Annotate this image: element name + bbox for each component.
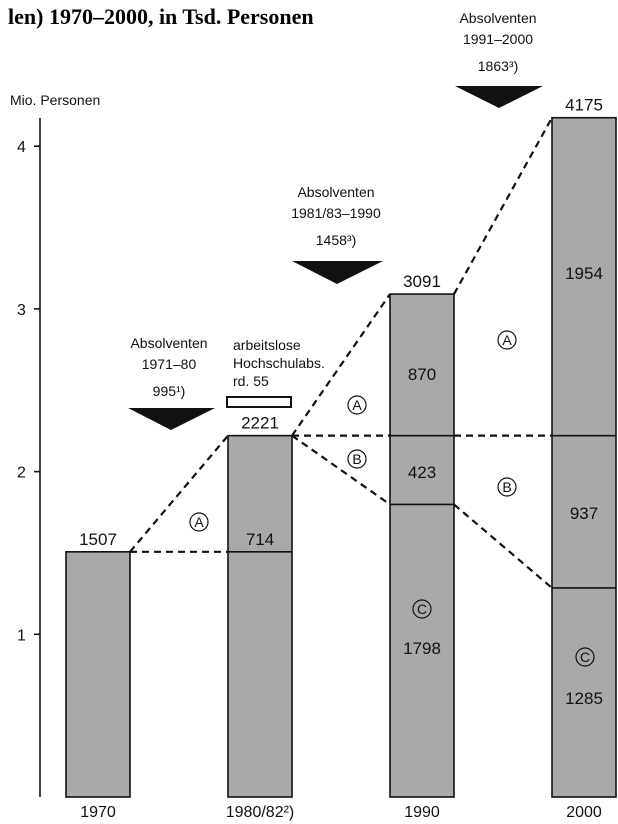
connector-line bbox=[129, 434, 229, 553]
total-label: 3091 bbox=[403, 272, 441, 291]
segment-value: 870 bbox=[408, 365, 436, 384]
connector-line bbox=[453, 117, 553, 295]
region-letter-circle bbox=[347, 449, 367, 469]
x-tick-label: 1980/82²) bbox=[226, 804, 295, 821]
annotation-title: Absolventen bbox=[459, 10, 536, 26]
region-letter-circle bbox=[497, 477, 517, 497]
annotation-period: 1971–80 bbox=[142, 356, 197, 372]
segment-value: 423 bbox=[408, 463, 436, 482]
y-axis-label: Mio. Personen bbox=[10, 92, 100, 108]
bar-0 bbox=[65, 551, 131, 798]
region-letter-circle bbox=[347, 395, 367, 415]
segment-value: 937 bbox=[570, 504, 598, 523]
bar-3 bbox=[551, 116, 617, 798]
segment-value: 1285 bbox=[565, 689, 603, 708]
unemployed-value: rd. 55 bbox=[233, 373, 269, 389]
x-tick-label: 1990 bbox=[404, 804, 440, 821]
chart-title: len) 1970–2000, in Tsd. Personen bbox=[8, 4, 314, 29]
y-tick-label: 3 bbox=[17, 302, 26, 319]
region-letter: A bbox=[352, 397, 362, 413]
region-letter: A bbox=[194, 514, 204, 530]
y-tick-label: 2 bbox=[17, 465, 26, 482]
total-label: 2221 bbox=[241, 414, 279, 433]
connector-line bbox=[291, 434, 391, 506]
region-letter-circle bbox=[575, 647, 595, 667]
y-tick-label: 4 bbox=[17, 139, 26, 156]
graduates-arrow bbox=[128, 408, 215, 430]
annotation-title: Absolventen bbox=[297, 184, 374, 200]
annotation-value: 995¹) bbox=[153, 383, 186, 399]
graduates-arrow bbox=[455, 86, 543, 108]
segment-value: 1798 bbox=[403, 639, 441, 658]
bar-1 bbox=[227, 434, 293, 798]
region-letter: A bbox=[502, 332, 512, 348]
unemployed-box bbox=[226, 396, 292, 408]
segment-value: 1954 bbox=[565, 264, 603, 283]
x-tick-label: 2000 bbox=[566, 804, 602, 821]
region-letter: B bbox=[352, 451, 361, 467]
region-letter: B bbox=[502, 479, 511, 495]
graduates-arrow bbox=[292, 261, 383, 284]
segment-value: 714 bbox=[246, 530, 274, 549]
connector-line bbox=[453, 503, 553, 589]
total-label: 4175 bbox=[565, 96, 603, 115]
region-letter-circle bbox=[497, 330, 517, 350]
unemployed-label: Hochschulabs. bbox=[233, 355, 325, 371]
total-label: 1507 bbox=[79, 530, 117, 549]
x-tick-label: 1970 bbox=[80, 804, 116, 821]
connector-line bbox=[291, 293, 391, 437]
unemployed-label: arbeitslose bbox=[233, 337, 301, 353]
bar-2 bbox=[389, 293, 455, 798]
annotation-value: 1863³) bbox=[478, 58, 518, 74]
annotation-period: 1991–2000 bbox=[463, 31, 533, 47]
annotation-title: Absolventen bbox=[130, 335, 207, 351]
y-tick-label: 1 bbox=[17, 627, 26, 644]
annotation-period: 1981/83–1990 bbox=[291, 205, 381, 221]
region-letter-circle bbox=[189, 512, 209, 532]
region-letter: C bbox=[417, 601, 427, 617]
annotation-value: 1458³) bbox=[316, 232, 356, 248]
region-letter: C bbox=[580, 649, 590, 665]
region-letter-circle bbox=[412, 599, 432, 619]
